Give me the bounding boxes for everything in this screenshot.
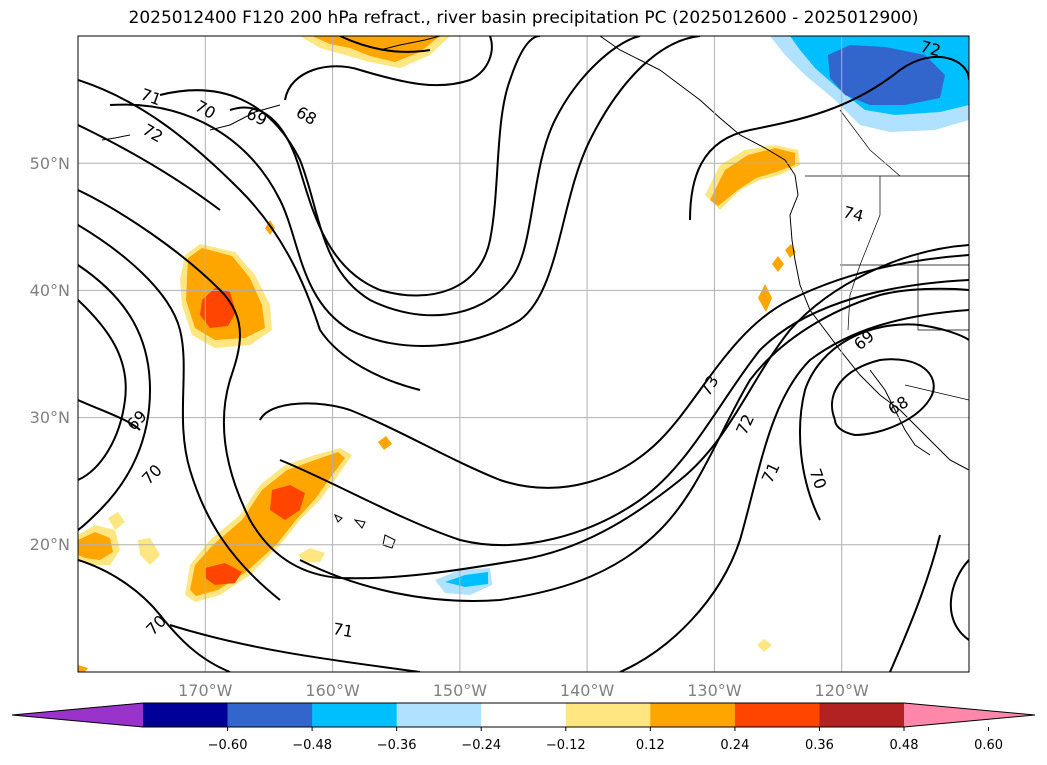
colorbar-segment <box>650 703 736 727</box>
colorbar-segment <box>227 703 313 727</box>
colorbar-segment <box>819 703 905 727</box>
lon-tick-label: 160°W <box>305 681 360 700</box>
lat-tick-labels: 50°N 40°N 30°N 20°N <box>30 154 70 554</box>
colorbar-tick-label: 0.60 <box>974 738 1003 753</box>
colorbar-segment <box>481 703 567 727</box>
colorbar-tick-label: −0.60 <box>208 738 248 753</box>
colorbar-extend-high <box>904 703 1035 727</box>
map-area: 71 70 69 68 72 72 74 73 72 71 70 69 68 6… <box>78 36 969 672</box>
borders <box>805 109 969 401</box>
colorbar-outline <box>11 702 1036 728</box>
map-frame <box>77 35 970 673</box>
map-title: 2025012400 F120 200 hPa refract., river … <box>128 8 919 28</box>
contour-label: 74 <box>841 202 866 226</box>
colorbar-tick-label: −0.24 <box>461 738 501 753</box>
colorbar-extend-low <box>12 703 143 727</box>
contour-label: 71 <box>331 619 354 641</box>
colorbar-tick-label: 0.36 <box>805 738 834 753</box>
colorbar-segment <box>734 703 820 727</box>
lon-tick-label: 150°W <box>433 681 488 700</box>
colorbar-tick-label: −0.36 <box>377 738 417 753</box>
lon-tick-label: 170°W <box>178 681 233 700</box>
lat-tick-label: 20°N <box>30 535 70 554</box>
colorbar-segment <box>143 703 229 727</box>
colorbar-segment <box>396 703 482 727</box>
precip-shading <box>78 36 969 672</box>
colorbar-tick-label: 0.12 <box>636 738 665 753</box>
lon-tick-label: 130°W <box>687 681 742 700</box>
lon-tick-label: 140°W <box>560 681 615 700</box>
colorbar-tick-label: 0.24 <box>720 738 749 753</box>
lon-tick-label: 120°W <box>815 681 870 700</box>
colorbar-tick-label: 0.48 <box>890 738 919 753</box>
colorbar-tick-label: −0.48 <box>292 738 332 753</box>
contour-label: 72 <box>918 37 943 61</box>
gridlines <box>78 36 969 672</box>
lat-tick-label: 50°N <box>30 154 70 173</box>
lat-tick-label: 30°N <box>30 408 70 427</box>
lon-tick-labels: 170°W 160°W 150°W 140°W 130°W 120°W <box>178 681 869 700</box>
colorbar-segment <box>565 703 651 727</box>
colorbar: −0.60 −0.48 −0.36 −0.24 −0.12 0.12 0.24 0.36 0.4… <box>11 702 1036 753</box>
colorbar-tick-label: −0.12 <box>546 738 586 753</box>
refractivity-contours <box>78 36 969 672</box>
lat-tick-label: 40°N <box>30 281 70 300</box>
colorbar-segment <box>312 703 398 727</box>
